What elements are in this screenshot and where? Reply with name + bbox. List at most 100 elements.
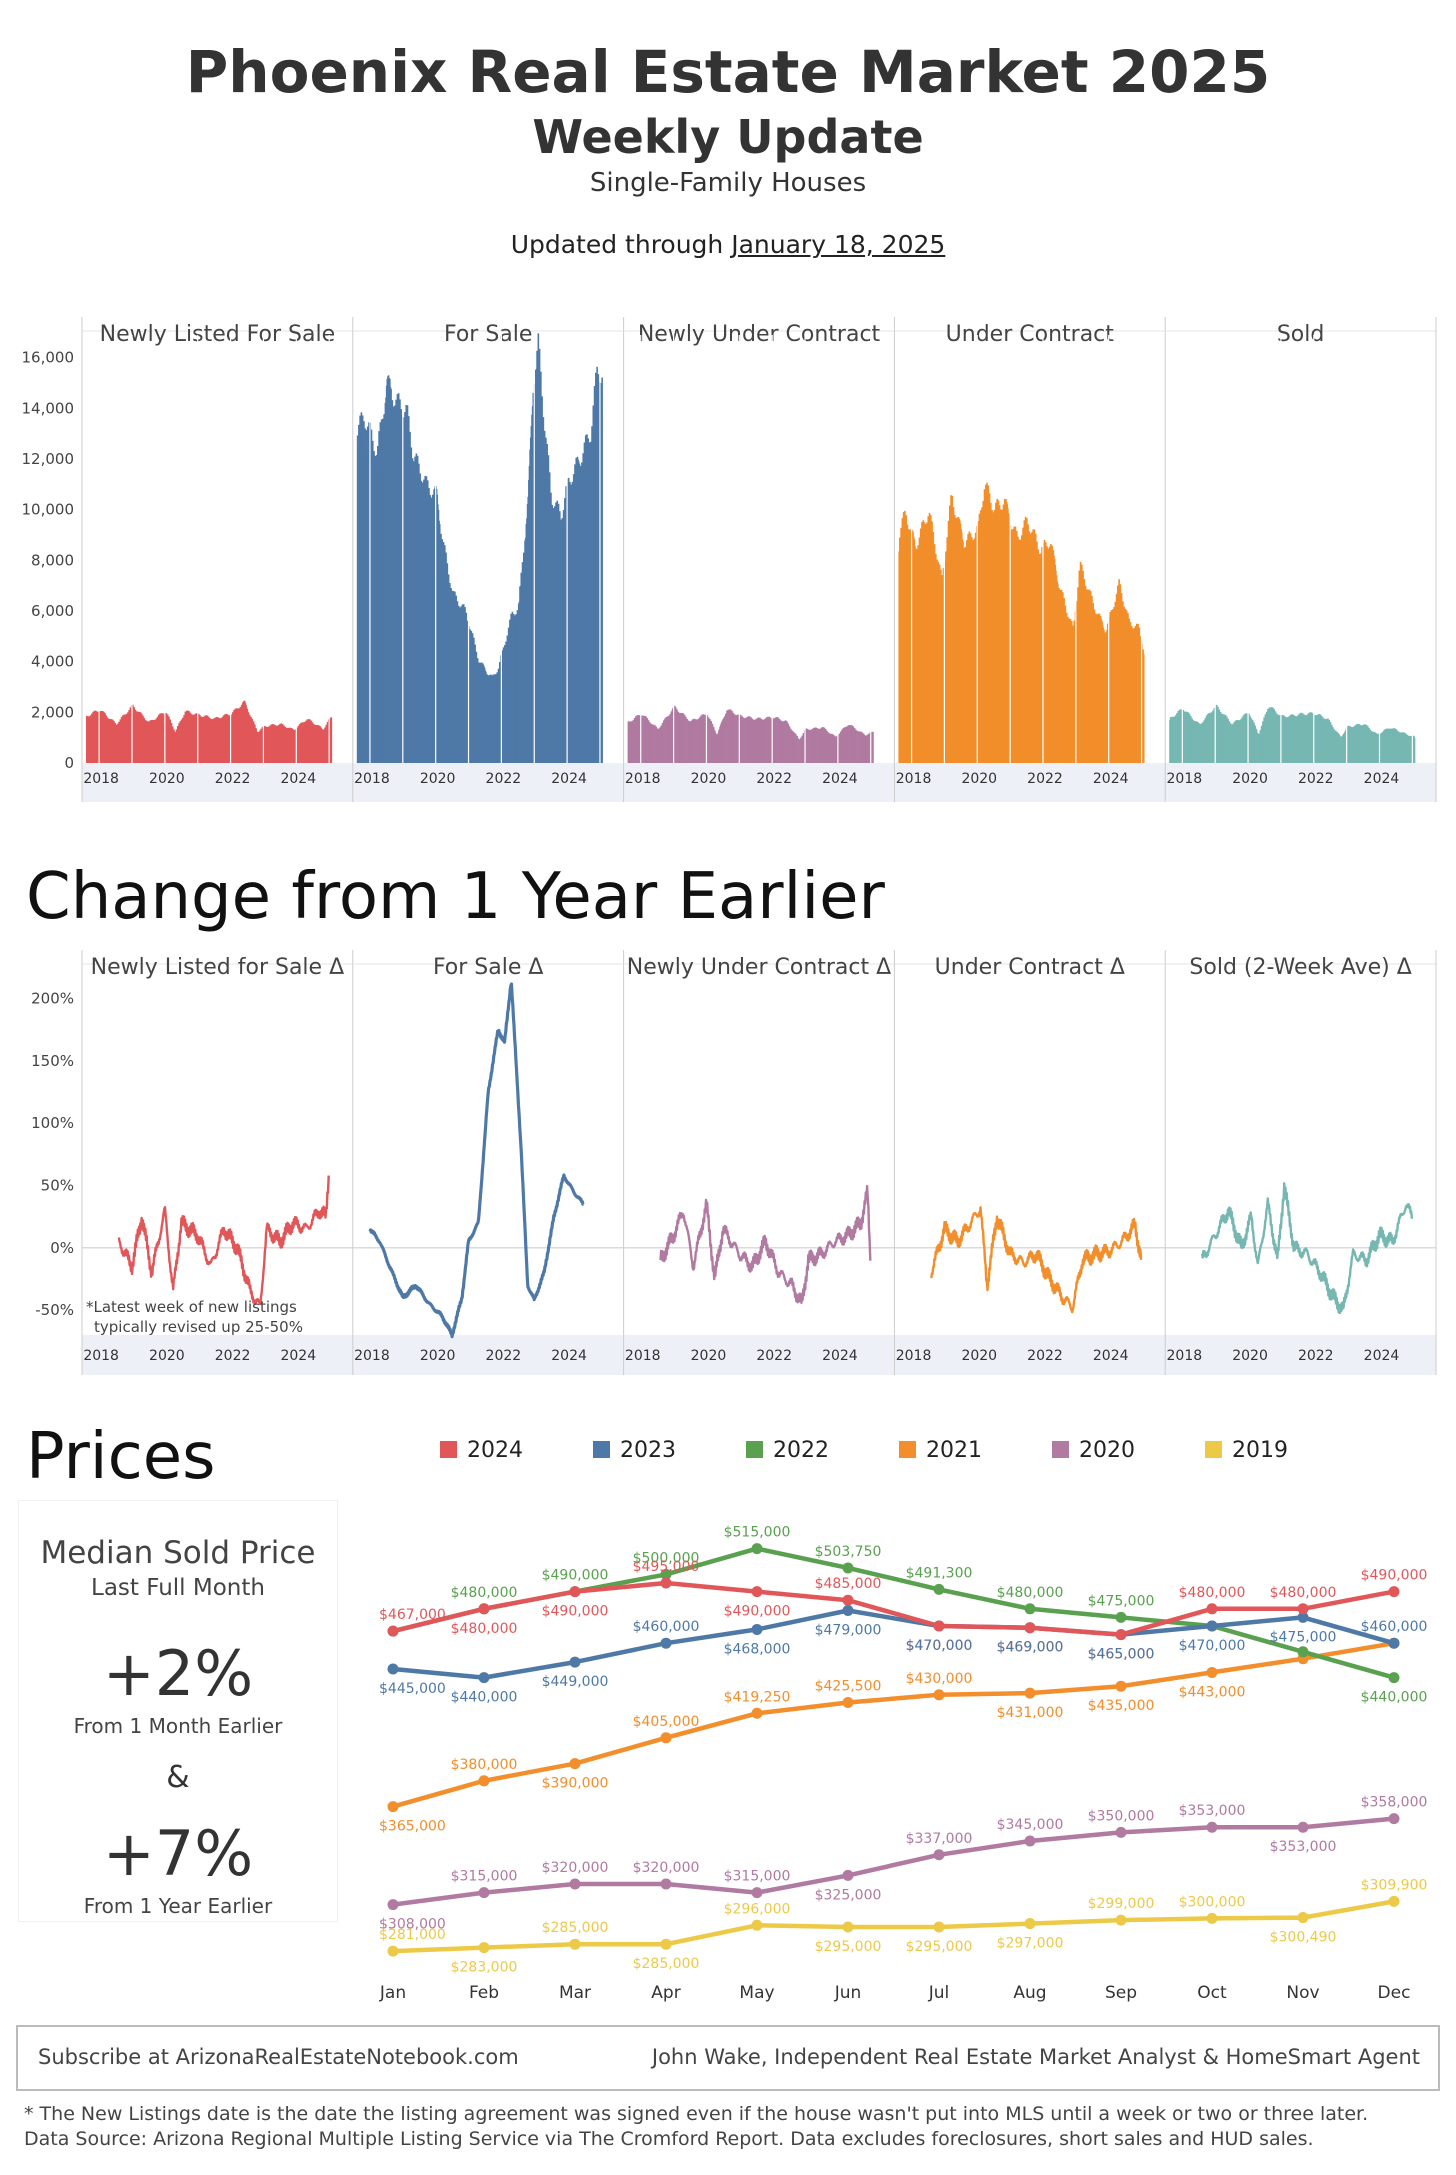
bar-series-1 [356, 333, 603, 763]
price-point [569, 1758, 581, 1770]
author-credit: John Wake, Independent Real Estate Marke… [651, 2045, 1420, 2069]
month-label: Mar [559, 1983, 591, 2003]
x-tick-label: 2022 [1298, 1348, 1334, 1364]
price-label: $449,000 [542, 1674, 609, 1690]
price-label: $480,000 [451, 1585, 518, 1601]
updated-date[interactable]: January 18, 2025 [731, 230, 946, 259]
month-label: Oct [1197, 1983, 1227, 2003]
price-label: $353,000 [1179, 1803, 1246, 1819]
price-label: $475,000 [1270, 1629, 1337, 1645]
x-tick-label: 2024 [551, 771, 587, 787]
price-label: $467,000 [379, 1607, 446, 1623]
x-tick-label: 2018 [83, 1348, 119, 1364]
y-tick-label: 12,000 [22, 450, 75, 468]
price-point [1115, 1680, 1127, 1692]
x-tick-label: 2020 [420, 1348, 456, 1364]
price-label: $283,000 [451, 1960, 518, 1976]
facet-title: Sold (2-Week Ave) Δ [1189, 955, 1411, 980]
month-label: Jan [379, 1983, 406, 2003]
x-tick-label: 2024 [1364, 1348, 1400, 1364]
price-point [842, 1921, 854, 1933]
facet-title: Newly Listed For Sale [100, 322, 336, 347]
price-label: $470,000 [906, 1638, 973, 1654]
y-tick-label: 0 [64, 754, 74, 772]
y-tick-label: 150% [31, 1052, 74, 1070]
legend-item-2022: 2022 [746, 1438, 829, 1463]
price-label: $309,900 [1361, 1877, 1428, 1893]
facet-title: Newly Under Contract [638, 322, 881, 347]
price-label: $465,000 [1088, 1647, 1155, 1663]
x-axis-band [623, 763, 895, 802]
change-line-1 [368, 982, 585, 1339]
change-section-title: Change from 1 Year Earlier [26, 860, 885, 934]
price-point [842, 1562, 854, 1574]
price-label: $405,000 [633, 1714, 700, 1730]
price-label: $296,000 [724, 1901, 791, 1917]
price-label: $300,000 [1179, 1894, 1246, 1910]
price-label: $425,500 [815, 1679, 882, 1695]
price-point [1297, 1912, 1309, 1924]
price-point [1115, 1611, 1127, 1623]
x-tick-label: 2018 [354, 1348, 390, 1364]
price-label: $320,000 [633, 1860, 700, 1876]
bar [1142, 654, 1145, 763]
price-point [569, 1586, 581, 1598]
legend-swatch [1205, 1441, 1222, 1458]
weekly-counts-chart: 0 2,000 4,000 6,000 8,000 10,000 12,000 14,000 1… [22, 317, 1437, 802]
price-label: $460,000 [633, 1619, 700, 1635]
price-label: $490,000 [1361, 1568, 1428, 1584]
price-point [569, 1656, 581, 1668]
price-point [933, 1921, 945, 1933]
price-point [387, 1945, 399, 1957]
median-subtitle: Last Full Month [91, 1575, 265, 1601]
x-tick-label: 2018 [1167, 1348, 1203, 1364]
x-tick-label: 2018 [896, 771, 932, 787]
price-point [478, 1603, 490, 1615]
price-label: $345,000 [997, 1817, 1064, 1833]
price-point [933, 1849, 945, 1861]
x-tick-label: 2024 [280, 1348, 316, 1364]
month-label: Dec [1378, 1983, 1411, 2003]
price-point [933, 1583, 945, 1595]
price-label: $380,000 [451, 1757, 518, 1773]
x-tick-label: 2024 [1093, 1348, 1129, 1364]
price-label: $315,000 [451, 1869, 518, 1885]
x-tick-label: 2018 [625, 771, 661, 787]
bar-series-4 [1169, 704, 1416, 763]
x-tick-label: 2018 [1167, 771, 1203, 787]
annotation-line-2: typically revised up 25-50% [94, 1318, 303, 1336]
property-type: Single-Family Houses [589, 168, 867, 198]
x-tick-label: 2022 [486, 771, 522, 787]
price-point [751, 1623, 763, 1635]
price-point [387, 1801, 399, 1813]
price-label: $469,000 [997, 1640, 1064, 1656]
month-change-value: +2% [102, 1637, 254, 1710]
price-label: $445,000 [379, 1681, 446, 1697]
x-tick-label: 2022 [1298, 771, 1334, 787]
x-axis-band [1165, 1335, 1436, 1375]
price-label: $469,000 [997, 1640, 1064, 1656]
legend-item-2024: 2024 [440, 1438, 523, 1463]
x-tick-label: 2020 [1232, 1348, 1268, 1364]
price-label: $468,000 [724, 1641, 791, 1657]
x-tick-label: 2022 [215, 1348, 251, 1364]
x-tick-label: 2018 [83, 771, 119, 787]
year-change-label: From 1 Year Earlier [83, 1894, 273, 1918]
prices-legend: 2024 2023 2022 2021 2020 2019 [440, 1438, 1450, 1478]
price-point [1024, 1687, 1036, 1699]
legend-swatch [899, 1441, 916, 1458]
price-point [842, 1605, 854, 1617]
price-label: $295,000 [906, 1939, 973, 1955]
price-point [569, 1938, 581, 1950]
bar [601, 377, 603, 763]
month-label: Jun [834, 1983, 862, 2003]
price-point [387, 1899, 399, 1911]
subscribe-link[interactable]: Subscribe at ArizonaRealEstateNotebook.c… [38, 2045, 519, 2069]
y-tick-label: 8,000 [31, 551, 74, 569]
ampersand: & [166, 1760, 190, 1795]
legend-swatch [440, 1441, 457, 1458]
price-point [1024, 1603, 1036, 1615]
legend-label: 2020 [1079, 1438, 1135, 1463]
y-tick-label: 200% [31, 990, 74, 1008]
annotation-line-1: *Latest week of new listings [86, 1298, 297, 1316]
